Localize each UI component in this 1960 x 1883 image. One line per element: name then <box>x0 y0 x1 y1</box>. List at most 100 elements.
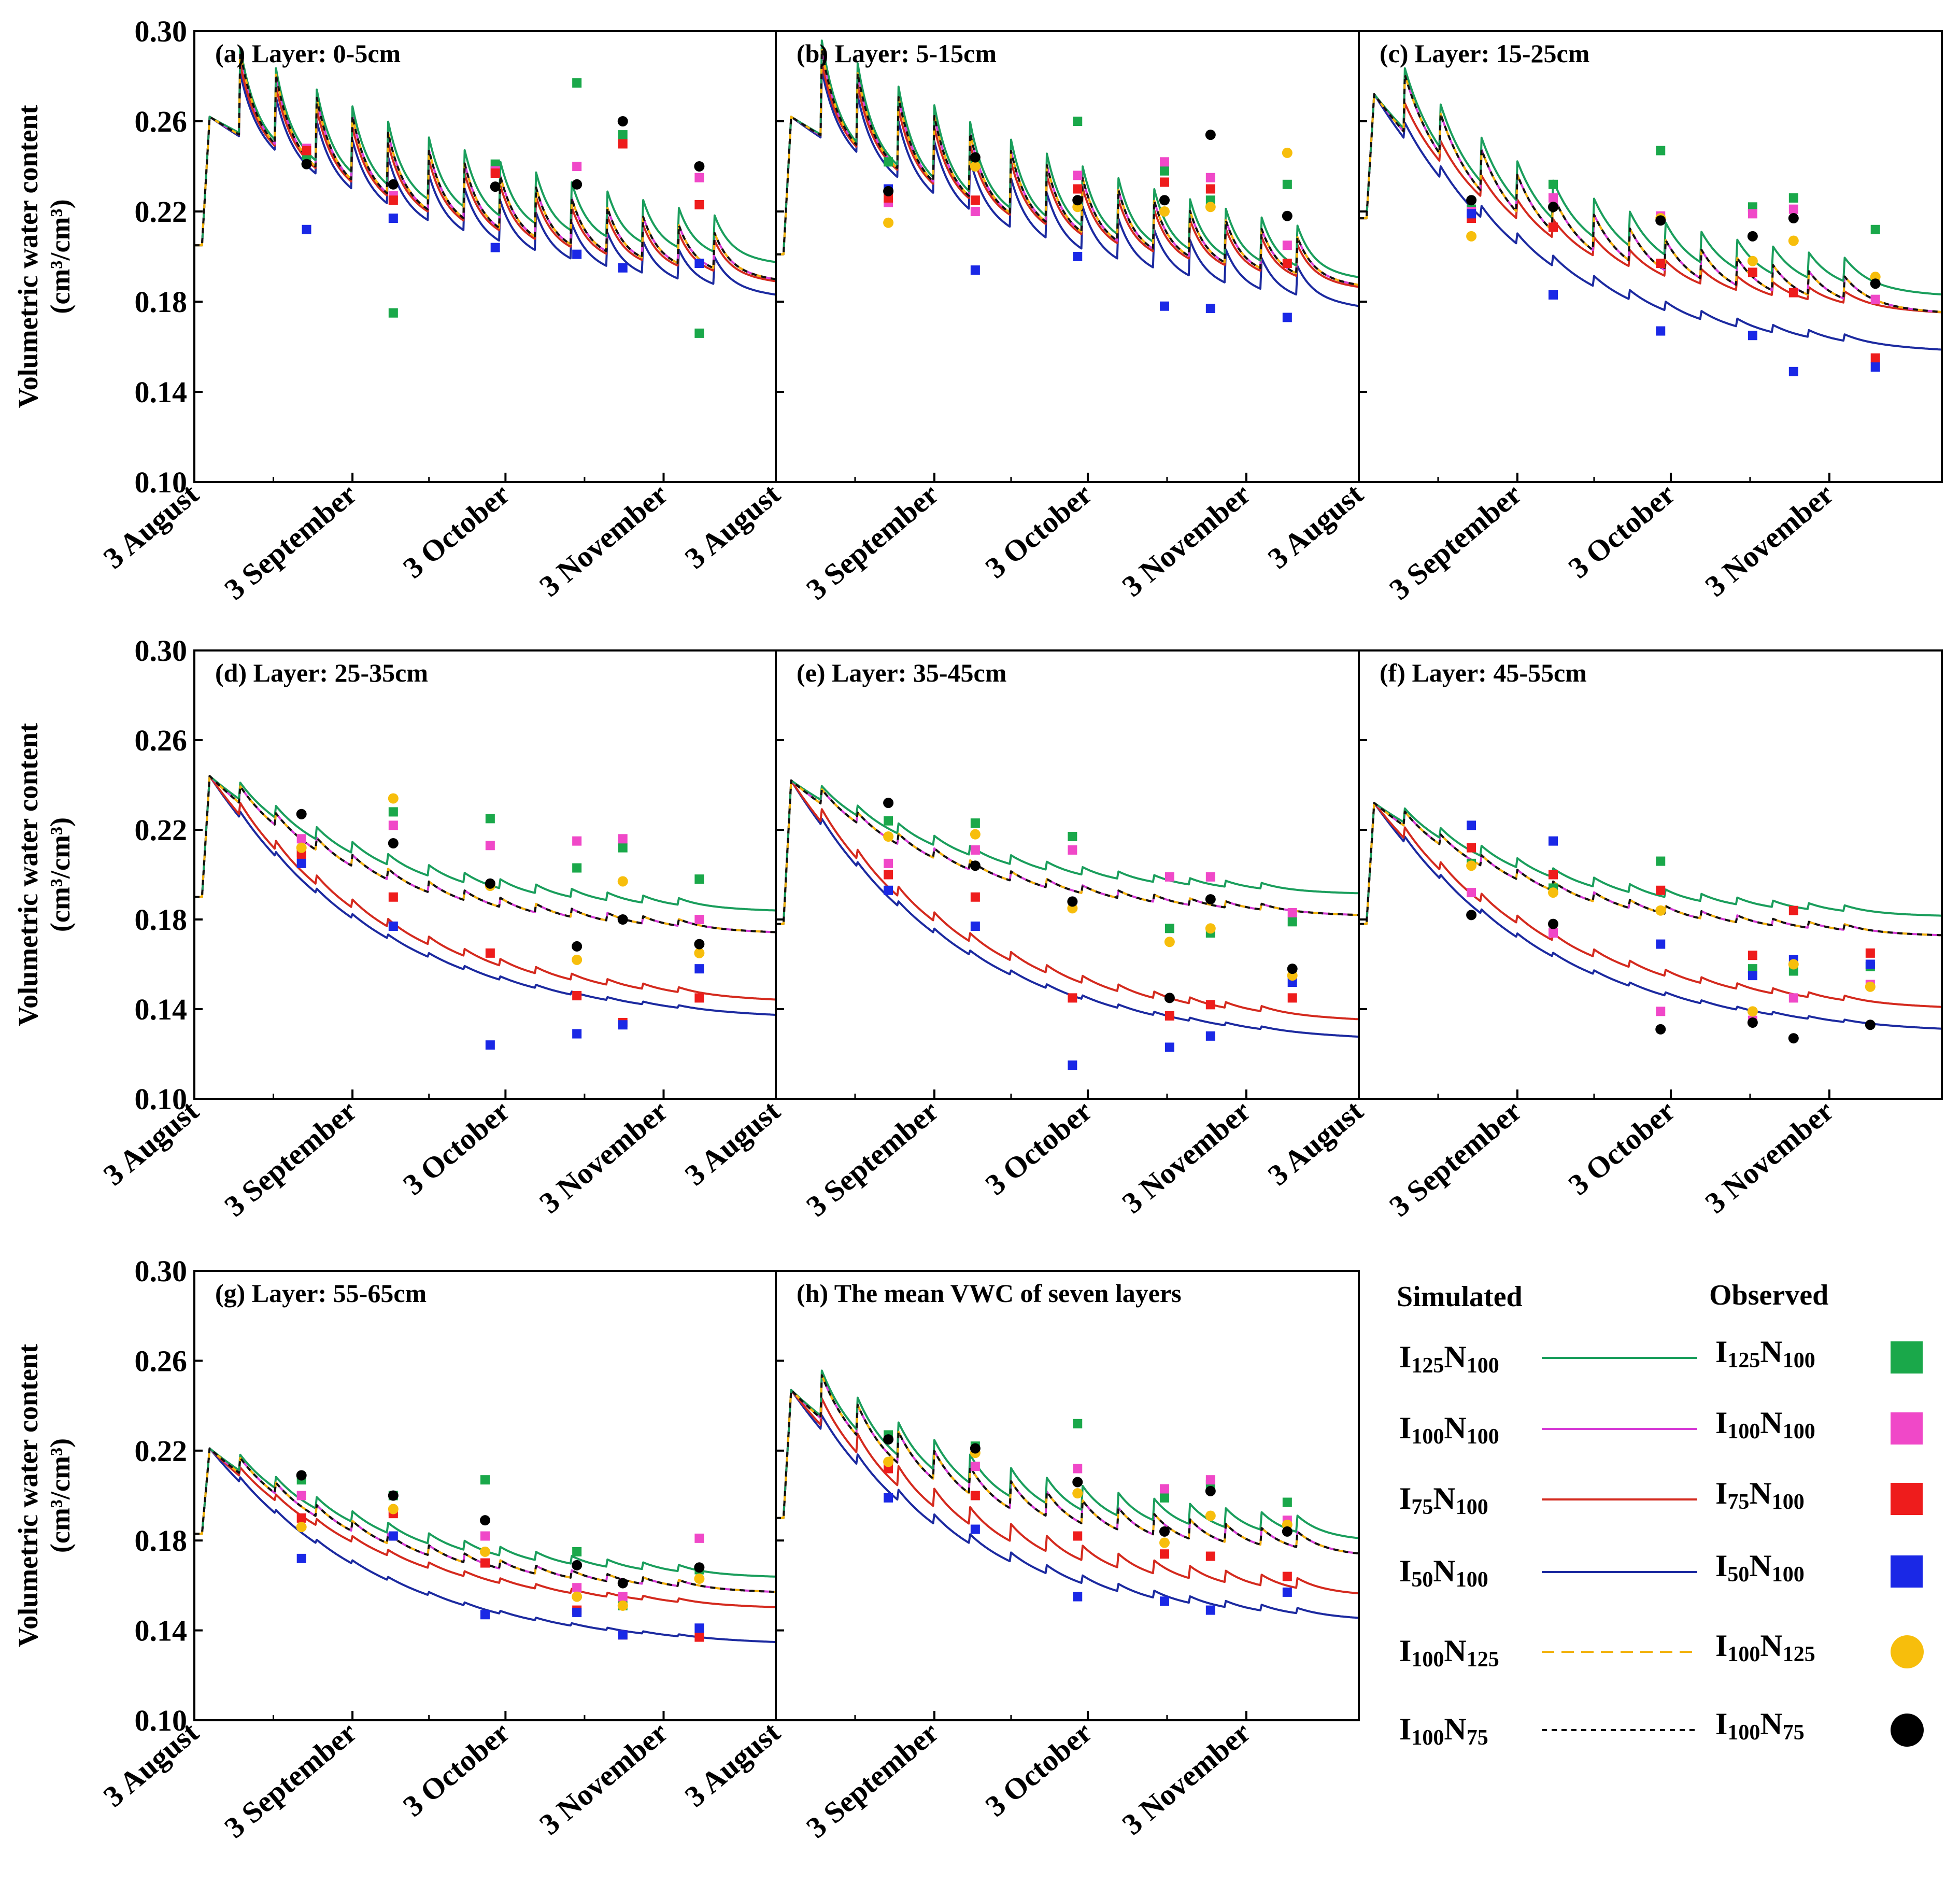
observed-point-I100N125 <box>480 1546 490 1557</box>
series-lines <box>194 47 776 296</box>
y-tick-label: 0.22 <box>135 195 188 229</box>
legend-observed-title: Observed <box>1709 1279 1828 1311</box>
observed-point-I100N100 <box>1205 1475 1215 1485</box>
observed-point-I100N75 <box>572 1560 583 1570</box>
observed-point-I100N75 <box>1067 896 1078 907</box>
series-line-I125N100 <box>1359 802 1942 925</box>
observed-markers <box>296 793 705 1050</box>
observed-point-I50N100 <box>1160 301 1169 311</box>
legend-sim-label-I100N100: I100N100 <box>1399 1411 1499 1449</box>
observed-point-I100N75 <box>388 1490 399 1501</box>
observed-point-I50N100 <box>618 1630 628 1640</box>
observed-point-I100N75 <box>296 809 307 819</box>
observed-markers <box>883 1419 1293 1615</box>
series-line-I50N100 <box>194 775 776 1016</box>
observed-point-I50N100 <box>694 1623 704 1633</box>
observed-point-I125N100 <box>1788 193 1798 203</box>
observed-point-I100N75 <box>694 1562 705 1573</box>
observed-point-I100N100 <box>1549 193 1558 203</box>
series-line-I50N100 <box>1359 802 1942 1030</box>
observed-point-I100N75 <box>1655 215 1666 226</box>
observed-point-I50N100 <box>884 1493 893 1503</box>
observed-point-I100N125 <box>1788 959 1799 970</box>
observed-point-I100N75 <box>490 181 501 192</box>
observed-point-I50N100 <box>1748 971 1757 981</box>
observed-point-I75N100 <box>296 1513 306 1523</box>
observed-point-I100N100 <box>1160 157 1169 167</box>
observed-markers <box>296 1470 705 1642</box>
legend: Simulated Observed I125N100 I125N100 I100N10… <box>1397 1279 1924 1750</box>
y-tick-label: 0.10 <box>135 465 188 499</box>
observed-point-I125N100 <box>1282 1497 1292 1507</box>
observed-point-I100N100 <box>296 1491 306 1500</box>
observed-point-I75N100 <box>1164 1011 1174 1021</box>
observed-point-I100N75 <box>1865 1020 1876 1030</box>
panel-title: (h) The mean VWC of seven layers <box>797 1279 1182 1308</box>
observed-point-I100N125 <box>883 831 894 842</box>
observed-point-I75N100 <box>884 870 893 880</box>
observed-point-I125N100 <box>388 807 398 817</box>
observed-point-I50N100 <box>618 1020 628 1030</box>
observed-point-I100N75 <box>1164 993 1175 1003</box>
legend-marker-I100N75 <box>1891 1714 1924 1747</box>
observed-point-I50N100 <box>572 249 582 259</box>
series-line-I125N100 <box>194 47 776 263</box>
observed-markers <box>1466 146 1881 376</box>
observed-point-I100N100 <box>572 836 582 846</box>
observed-point-I100N100 <box>296 834 306 844</box>
observed-point-I75N100 <box>1467 843 1476 853</box>
series-line-I50N100 <box>776 1389 1359 1619</box>
series-lines <box>1359 67 1942 351</box>
series-line-I125N100 <box>1359 67 1942 296</box>
observed-point-I50N100 <box>1205 1031 1215 1041</box>
y-tick-label: 0.10 <box>135 1704 188 1737</box>
observed-point-I100N75 <box>296 1470 307 1481</box>
observed-point-I100N75 <box>617 914 628 925</box>
observed-point-I100N75 <box>883 186 894 196</box>
observed-point-I100N125 <box>1466 231 1477 242</box>
series-line-I75N100 <box>776 1389 1359 1595</box>
legend-sim-label-I50N100: I50N100 <box>1399 1554 1488 1592</box>
observed-point-I100N100 <box>1160 1484 1169 1494</box>
observed-markers <box>1466 820 1876 1044</box>
series-line-I75N100 <box>1359 802 1942 1008</box>
observed-point-I100N125 <box>1865 981 1876 992</box>
observed-point-I100N75 <box>1159 195 1170 206</box>
legend-marker-I75N100 <box>1891 1483 1923 1515</box>
y-tick-label: 0.14 <box>135 993 188 1026</box>
observed-point-I75N100 <box>1549 870 1558 880</box>
observed-point-I100N100 <box>1287 908 1297 918</box>
observed-point-I100N100 <box>1788 204 1798 214</box>
observed-point-I100N100 <box>1205 872 1215 882</box>
observed-point-I100N100 <box>1788 993 1798 1003</box>
observed-point-I50N100 <box>1282 1587 1292 1597</box>
observed-point-I100N125 <box>1159 206 1170 217</box>
observed-point-I100N125 <box>694 947 705 958</box>
observed-point-I100N125 <box>1164 937 1175 947</box>
observed-point-I100N100 <box>618 834 628 844</box>
observed-point-I100N75 <box>970 1443 981 1454</box>
observed-point-I100N100 <box>970 1462 980 1471</box>
legend-obs-label-I100N100: I100N100 <box>1715 1406 1815 1443</box>
observed-point-I100N100 <box>480 1531 490 1541</box>
observed-point-I75N100 <box>970 195 980 205</box>
observed-point-I50N100 <box>694 259 704 268</box>
observed-point-I100N100 <box>1656 1007 1666 1016</box>
legend-marker-I100N100 <box>1891 1412 1923 1445</box>
observed-point-I125N100 <box>1160 166 1169 176</box>
observed-point-I100N125 <box>296 1522 307 1533</box>
observed-point-I100N125 <box>1788 235 1799 246</box>
legend-marker-I50N100 <box>1891 1555 1923 1588</box>
observed-point-I100N75 <box>1072 195 1083 206</box>
legend-obs-label-I100N75: I100N75 <box>1715 1707 1805 1745</box>
observed-point-I50N100 <box>1870 362 1880 372</box>
observed-point-I100N100 <box>694 173 704 182</box>
observed-point-I50N100 <box>884 885 893 895</box>
series-lines <box>776 39 1359 307</box>
observed-point-I50N100 <box>490 243 500 252</box>
series-lines <box>776 1369 1359 1619</box>
observed-point-I100N75 <box>388 179 399 190</box>
observed-point-I100N75 <box>970 152 981 163</box>
observed-point-I100N125 <box>1548 887 1558 898</box>
